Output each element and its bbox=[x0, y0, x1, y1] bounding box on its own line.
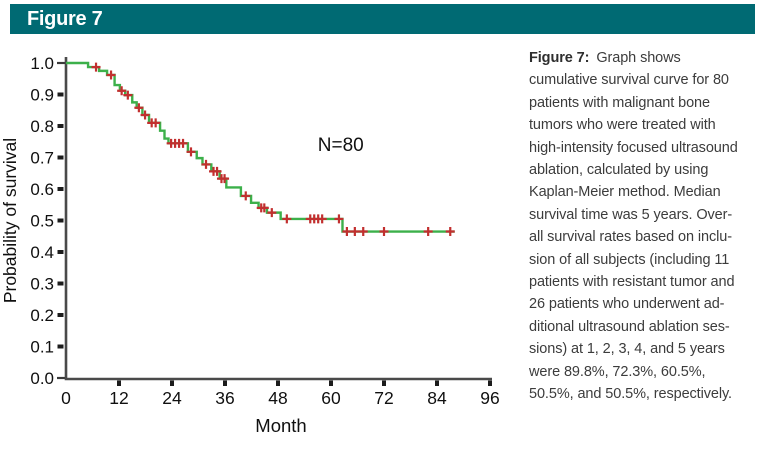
figure-caption-label: Figure 7: bbox=[529, 50, 590, 66]
svg-text:0.1: 0.1 bbox=[30, 338, 54, 357]
svg-text:0.6: 0.6 bbox=[30, 180, 54, 199]
y-tick-labels: 0.0 0.1 0.2 0.3 0.4 0.5 0.6 0.7 0.8 0.9 1.0 bbox=[30, 54, 54, 388]
n-annotation: N=80 bbox=[318, 135, 364, 156]
figure-banner-title: Figure 7 bbox=[27, 8, 103, 30]
svg-text:0.0: 0.0 bbox=[30, 369, 54, 388]
svg-text:0.4: 0.4 bbox=[30, 243, 54, 262]
svg-text:48: 48 bbox=[268, 388, 287, 408]
svg-text:0.3: 0.3 bbox=[30, 275, 54, 294]
axis-ticks bbox=[57, 61, 492, 386]
svg-text:24: 24 bbox=[162, 388, 182, 408]
svg-text:60: 60 bbox=[321, 388, 341, 408]
svg-text:1.0: 1.0 bbox=[30, 54, 54, 73]
svg-text:0: 0 bbox=[61, 388, 71, 408]
svg-text:0.2: 0.2 bbox=[30, 306, 54, 325]
svg-text:Month: Month bbox=[255, 415, 306, 436]
survival-curve bbox=[66, 61, 455, 233]
svg-text:0.7: 0.7 bbox=[30, 149, 54, 168]
axis-lines bbox=[64, 57, 492, 381]
svg-text:Probability of survival: Probability of survival bbox=[0, 138, 20, 303]
svg-text:96: 96 bbox=[480, 388, 499, 408]
axis-titles: Month Probability of survival bbox=[0, 138, 307, 436]
svg-text:0.8: 0.8 bbox=[30, 117, 54, 136]
svg-text:72: 72 bbox=[374, 388, 393, 408]
figure-caption: Figure 7: Graph shows cumulative survival… bbox=[529, 47, 757, 406]
svg-text:0.9: 0.9 bbox=[30, 86, 54, 105]
figure-caption-text: Graph shows cumulative survival curve fo… bbox=[529, 50, 738, 403]
svg-text:0.5: 0.5 bbox=[30, 212, 54, 231]
svg-text:12: 12 bbox=[109, 388, 128, 408]
figure-banner: Figure 7 bbox=[10, 4, 755, 34]
svg-text:84: 84 bbox=[427, 388, 447, 408]
x-tick-labels: 0 12 24 36 48 60 72 84 96 bbox=[61, 388, 500, 408]
svg-text:36: 36 bbox=[215, 388, 234, 408]
svg-text:N=80: N=80 bbox=[318, 135, 364, 156]
survival-chart: 0.0 0.1 0.2 0.3 0.4 0.5 0.6 0.7 0.8 0.9 1.0 0 12 24 36… bbox=[0, 54, 500, 436]
censor-marks bbox=[91, 62, 455, 237]
